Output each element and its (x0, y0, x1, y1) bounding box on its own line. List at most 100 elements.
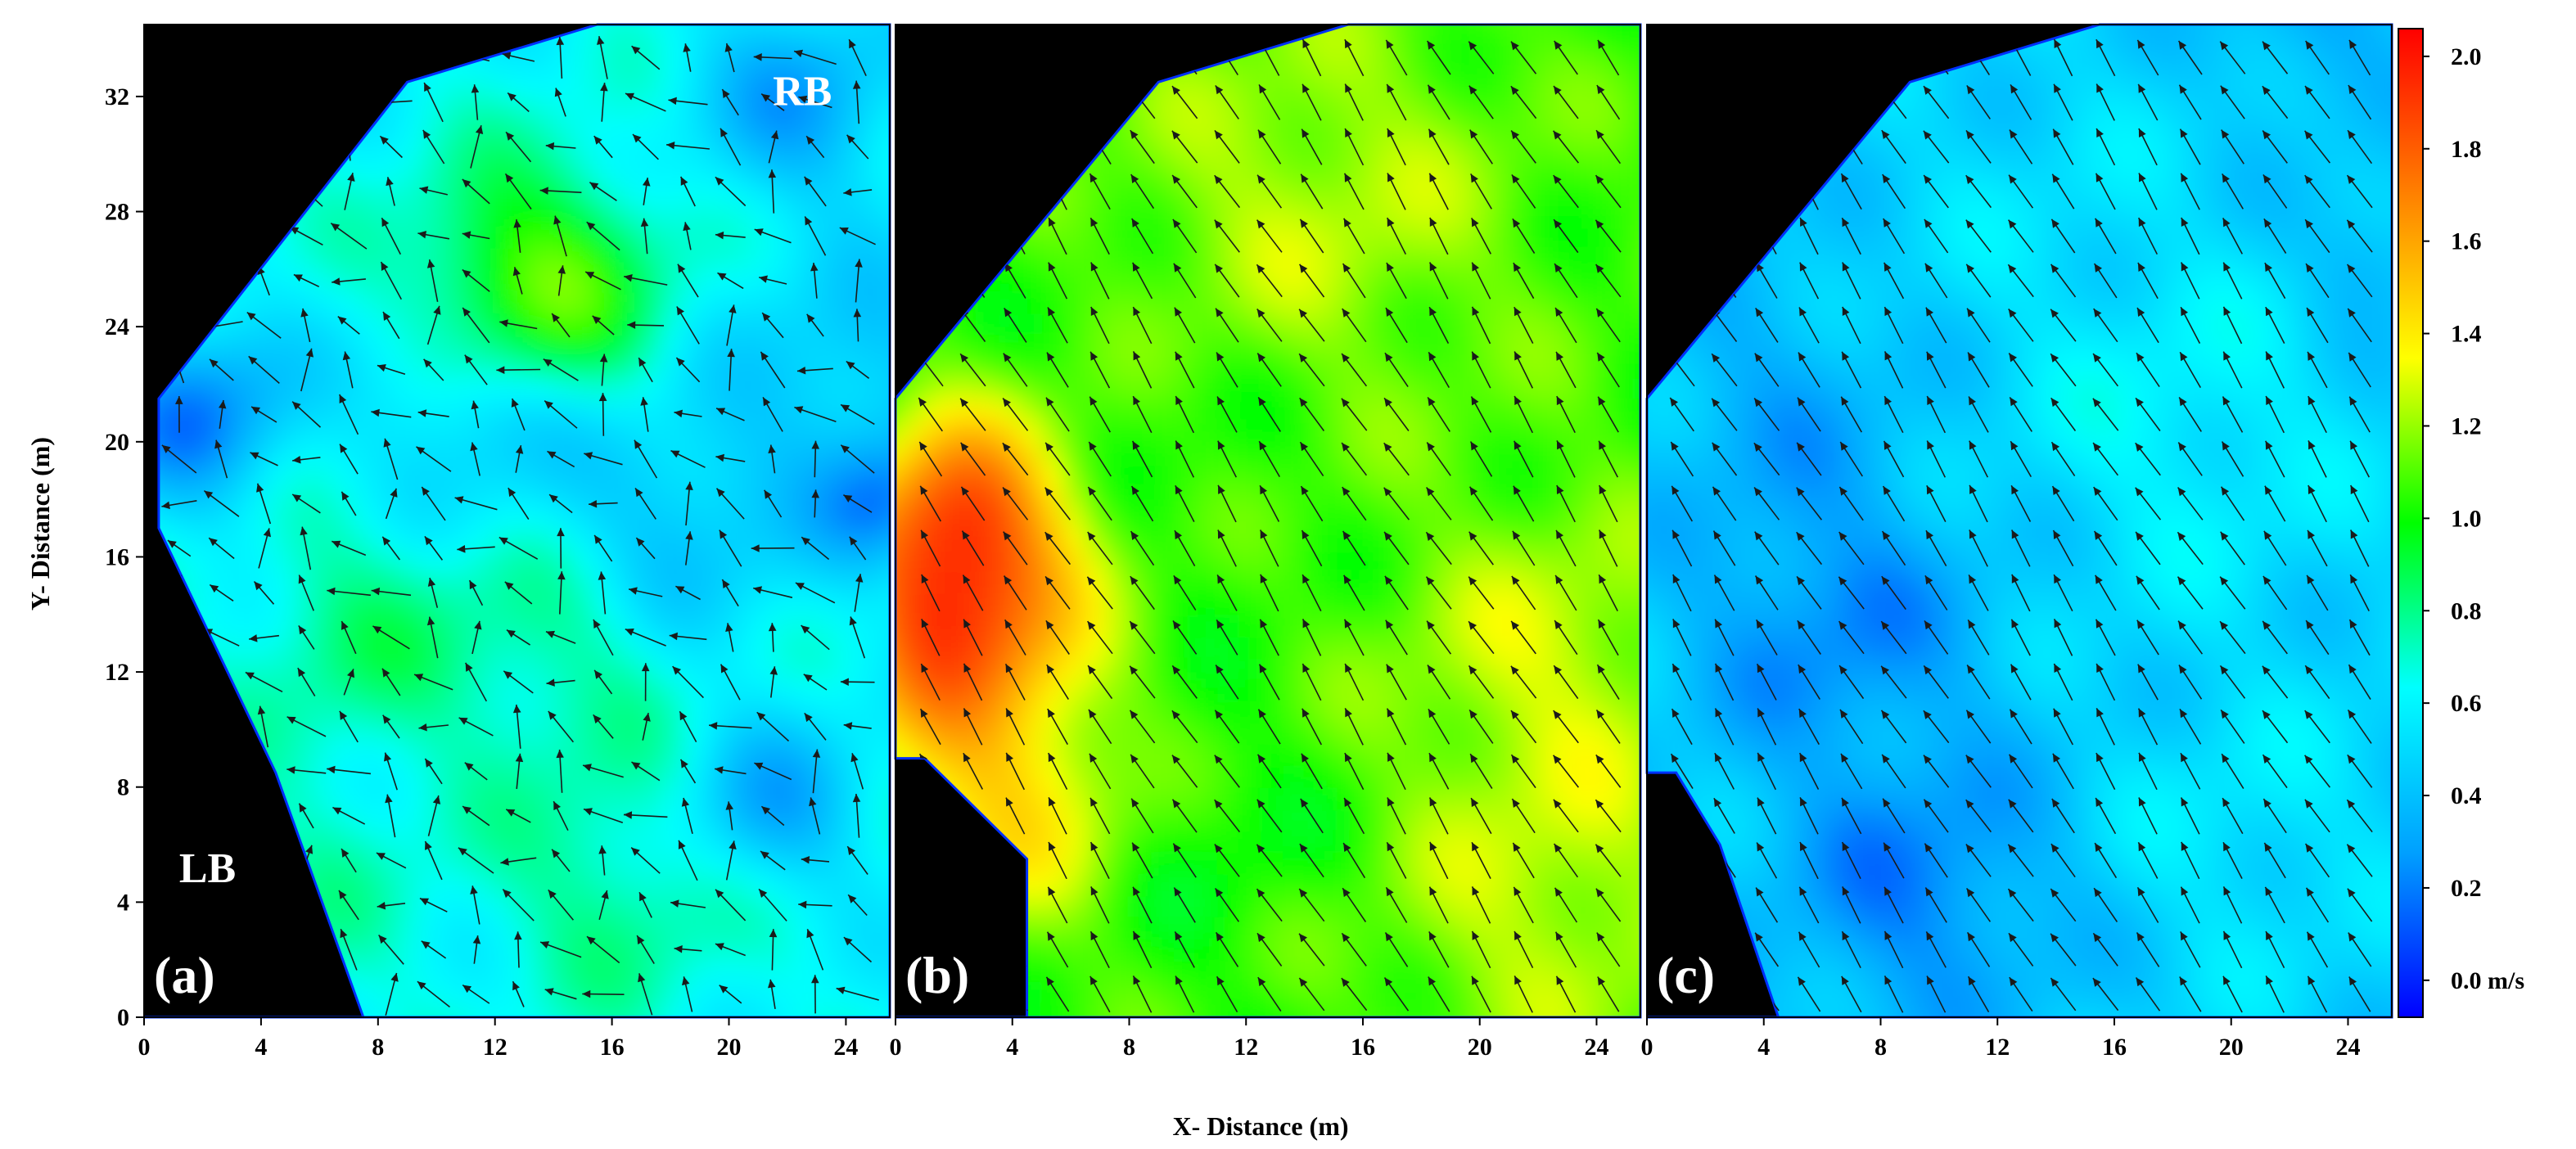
velocity-vector (2007, 264, 2034, 298)
velocity-vector (214, 439, 228, 479)
velocity-vector (2138, 173, 2158, 210)
velocity-vector (2263, 530, 2287, 566)
velocity-vector (1384, 575, 1409, 611)
velocity-vector (1426, 40, 1451, 75)
velocity-vector (1553, 799, 1579, 833)
velocity-vector (1713, 797, 1735, 834)
velocity-vector (1471, 262, 1491, 300)
velocity-vector (960, 486, 986, 521)
velocity-vector (417, 231, 450, 240)
velocity-vector (2052, 753, 2074, 790)
velocity-vector (1799, 841, 1819, 880)
velocity-vector (556, 749, 564, 793)
velocity-vector (427, 577, 439, 608)
velocity-vector (670, 449, 706, 468)
velocity-vector (2221, 753, 2244, 790)
velocity-vector (593, 714, 614, 739)
velocity-vector (1131, 440, 1153, 478)
velocity-vector (1511, 575, 1536, 611)
velocity-vector (1344, 752, 1365, 791)
velocity-vector (764, 489, 783, 518)
velocity-vector (1002, 398, 1029, 431)
velocity-vector (2348, 619, 2371, 656)
velocity-vector (1301, 753, 1323, 790)
x-tick-label: 8 (1123, 1034, 1135, 1061)
velocity-vector (1884, 930, 1904, 969)
velocity-vector (1044, 442, 1071, 476)
velocity-vector (768, 979, 776, 1010)
velocity-vector (1553, 85, 1579, 119)
velocity-vector (1514, 395, 1534, 434)
velocity-vector (1468, 41, 1495, 74)
velocity-vector (298, 803, 314, 829)
velocity-vector (1130, 754, 1155, 789)
velocity-vector (2137, 841, 2159, 879)
velocity-vector (768, 623, 777, 652)
panel-b: 0 4 8 12 16 20 24 (b) (890, 23, 1642, 1061)
velocity-vector (2050, 397, 2077, 431)
velocity-vector (2093, 887, 2118, 922)
velocity-vector (2050, 933, 2077, 967)
velocity-vector (679, 710, 697, 742)
velocity-vector (2010, 529, 2031, 567)
velocity-vector (1299, 397, 1325, 431)
velocity-vector (385, 972, 399, 1016)
velocity-vector (417, 980, 450, 1008)
velocity-vector (327, 765, 371, 775)
velocity-vector (1556, 395, 1576, 434)
velocity-vector (582, 764, 624, 778)
velocity-vector (1754, 353, 1780, 387)
velocity-vector (2008, 754, 2033, 789)
velocity-vector (846, 134, 869, 160)
velocity-vector (2220, 85, 2245, 119)
y-tick-label: 8 (117, 774, 129, 801)
velocity-vector (1174, 307, 1196, 344)
x-tick-label: 0 (138, 1034, 151, 1061)
velocity-vector (1129, 665, 1156, 699)
velocity-vector (725, 801, 733, 831)
velocity-vector (852, 80, 861, 124)
velocity-vector (1714, 752, 1735, 790)
velocity-vector (424, 535, 444, 561)
velocity-vector (341, 848, 357, 873)
velocity-vector (669, 632, 707, 641)
velocity-vector (1385, 307, 1408, 344)
velocity-vector (1256, 754, 1282, 789)
velocity-vector (2346, 844, 2373, 877)
velocity-vector (1088, 709, 1112, 745)
velocity-vector (2050, 309, 2077, 342)
velocity-vector (1714, 619, 1735, 656)
velocity-vector (753, 586, 793, 598)
velocity-vector (1471, 841, 1491, 879)
velocity-vector (2265, 930, 2285, 969)
velocity-vector (2093, 486, 2118, 521)
velocity-vector (810, 263, 819, 299)
velocity-vector (1757, 752, 1777, 791)
velocity-vector (2306, 931, 2329, 968)
velocity-vector (1595, 799, 1622, 833)
velocity-vector (2303, 755, 2331, 788)
velocity-vector (758, 888, 787, 921)
velocity-vector (1257, 976, 1282, 1012)
velocity-vector (2346, 264, 2373, 298)
velocity-vector (1923, 174, 1949, 209)
y-tick-label: 24 (105, 313, 129, 340)
velocity-vector (1301, 128, 1323, 165)
velocity-vector (1383, 487, 1410, 520)
velocity-vector (1298, 264, 1325, 298)
velocity-vector (1259, 484, 1280, 522)
velocity-vector (2348, 396, 2371, 433)
velocity-vector (1553, 219, 1579, 254)
velocity-vector (1882, 173, 1906, 210)
velocity-vector (1923, 665, 1949, 699)
velocity-vector (293, 273, 320, 288)
velocity-vector (2096, 708, 2115, 746)
velocity-vector (2137, 664, 2159, 701)
velocity-vector (2095, 574, 2117, 611)
velocity-vector (1841, 976, 1862, 1013)
velocity-vector (470, 885, 480, 925)
velocity-vector (1298, 977, 1325, 1012)
velocity-vector (496, 366, 541, 374)
velocity-vector (2136, 39, 2159, 76)
velocity-vector (631, 45, 661, 70)
